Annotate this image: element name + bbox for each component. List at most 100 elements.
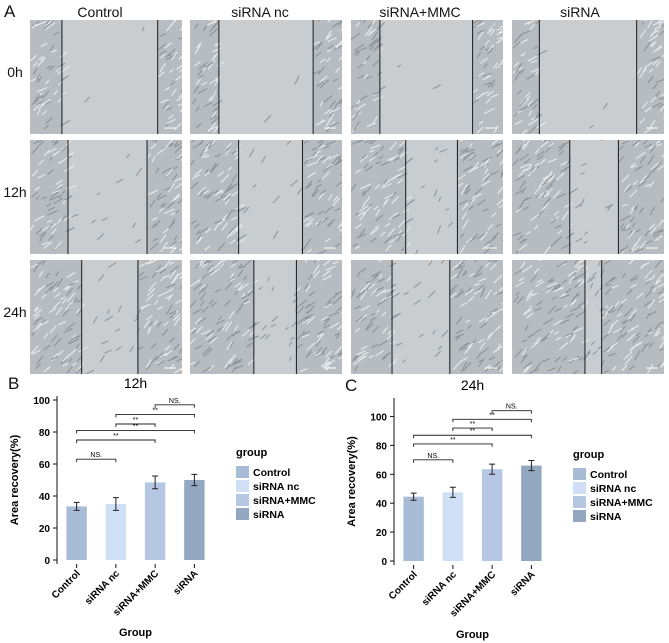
error-bar — [449, 486, 456, 498]
x-axis-label: Group — [119, 627, 152, 639]
error-bar — [152, 475, 159, 490]
micrograph-sirna-mmc-24h — [351, 260, 503, 374]
micrograph-sirna-nc-24h — [190, 260, 342, 374]
legend-swatch — [573, 482, 586, 494]
legend-swatch — [573, 510, 586, 522]
significance-bracket — [115, 423, 156, 427]
legend-label: Control — [590, 469, 627, 481]
legend-swatch — [236, 466, 249, 478]
y-tick-label: 40 — [376, 499, 388, 510]
legend-swatch — [236, 494, 249, 506]
bar-sirna — [184, 480, 205, 560]
bar-chart-24h: 24h 0 20 40 60 80 100 Area recovery(%) Control si… — [346, 377, 653, 641]
y-tick-label: 80 — [376, 441, 388, 452]
y-tick-label: 0 — [44, 556, 50, 567]
significance-bracket — [413, 443, 493, 447]
error-bar — [410, 492, 417, 501]
legend-label: siRNA+MMC — [253, 495, 316, 507]
column-header-sirna: siRNA — [560, 4, 600, 20]
significance-bracket — [76, 458, 117, 463]
x-tick-label: siRNA nc — [83, 568, 122, 607]
panel-label-a: A — [4, 2, 16, 21]
column-header-sirna-mmc: siRNA+MMC — [379, 4, 461, 20]
bar-sirna-mmc — [481, 469, 503, 561]
error-bar — [73, 501, 80, 511]
y-tick-label: 60 — [376, 470, 388, 481]
significance-bracket — [76, 429, 195, 434]
y-tick-label: 40 — [39, 492, 51, 503]
significance-label: NS. — [90, 452, 102, 459]
bar-sirna-nc — [105, 504, 127, 560]
micrograph-sirna-nc-12h — [190, 140, 342, 254]
significance-bracket — [76, 439, 156, 443]
bar-sirna-nc — [442, 492, 464, 561]
significance-label: ** — [133, 423, 139, 430]
legend-title: group — [236, 447, 267, 459]
panel-label-b: B — [8, 374, 20, 393]
y-axis-label: Area recovery(%) — [9, 434, 21, 525]
legend-label: siRNA — [590, 511, 622, 523]
column-header-control: Control — [77, 4, 123, 20]
y-tick-label: 0 — [381, 557, 387, 568]
legend-label: siRNA+MMC — [590, 497, 653, 509]
y-tick-label: 60 — [39, 460, 51, 471]
legend-swatch — [573, 496, 586, 508]
legend-swatch — [573, 468, 586, 480]
column-header-sirna-nc: siRNA nc — [231, 4, 289, 20]
x-tick-label: siRNA — [508, 569, 537, 598]
significance-label: NS. — [169, 398, 181, 405]
legend-label: siRNA — [253, 509, 285, 521]
micrograph-sirna-nc-0h — [190, 20, 342, 134]
significance-label: ** — [113, 433, 119, 440]
y-tick-label: 100 — [33, 396, 50, 407]
error-bar — [489, 463, 496, 475]
significance-bracket — [491, 410, 532, 414]
legend-title: group — [573, 449, 604, 461]
legend-label: Control — [253, 467, 290, 479]
x-tick-label: Control — [387, 569, 420, 602]
micrograph-control-12h — [30, 140, 182, 254]
significance-label: ** — [450, 437, 456, 444]
legend-label: siRNA nc — [253, 481, 299, 493]
micrograph-control-24h — [30, 260, 182, 374]
significance-bracket — [413, 459, 454, 463]
row-header-0h: 0h — [7, 64, 23, 80]
row-header-12h: 12h — [3, 184, 27, 200]
significance-bracket — [413, 434, 532, 439]
micrograph-sirna-mmc-12h — [351, 140, 503, 254]
chart-title: 12h — [124, 375, 147, 391]
significance-bracket — [115, 413, 195, 418]
significance-label: ** — [489, 412, 495, 419]
significance-bracket — [452, 418, 532, 423]
micrograph-sirna-24h — [512, 260, 664, 374]
bar-control — [66, 506, 87, 560]
micrograph-control-0h — [30, 20, 182, 134]
significance-label: NS. — [427, 453, 439, 460]
panel-label-c: C — [345, 376, 358, 395]
micrograph-sirna-12h — [512, 140, 664, 254]
error-bar — [112, 497, 119, 511]
significance-label: ** — [470, 428, 476, 435]
y-tick-label: 100 — [370, 412, 387, 423]
significance-label: NS. — [506, 404, 518, 411]
micrograph-sirna-0h — [512, 20, 664, 134]
bar-control — [403, 496, 424, 561]
x-tick-label: siRNA — [171, 568, 200, 597]
x-axis-label: Group — [456, 629, 489, 641]
significance-label: ** — [133, 417, 139, 424]
bar-sirna-mmc — [144, 482, 166, 560]
micrograph-sirna-mmc-0h — [351, 20, 503, 134]
legend-swatch — [236, 480, 249, 492]
bar-sirna — [521, 465, 542, 561]
error-bar — [191, 473, 198, 487]
chart-title: 24h — [461, 377, 484, 393]
significance-bracket — [154, 404, 195, 408]
y-axis-label: Area recovery(%) — [346, 436, 358, 527]
y-tick-label: 80 — [39, 428, 51, 439]
legend-swatch — [236, 508, 249, 520]
legend-label: siRNA nc — [590, 483, 636, 495]
row-header-24h: 24h — [3, 304, 27, 320]
y-tick-label: 20 — [376, 528, 388, 539]
error-bar — [528, 460, 535, 472]
